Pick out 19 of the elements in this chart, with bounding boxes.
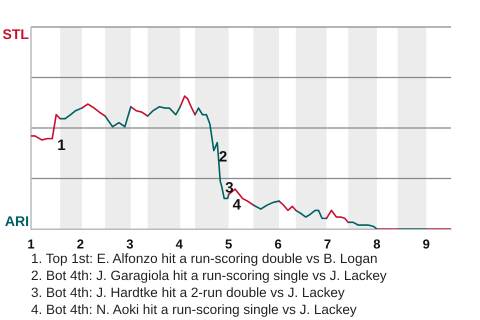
text: STL xyxy=(2,26,30,42)
x-tick-label: 2 xyxy=(76,236,84,252)
text: 1. Top 1st: E. Alfonzo hit a run-scoring double vs B. Logan xyxy=(31,250,378,267)
text: 2. Bot 4th: J. Garagiola hit a run-scoring single vs J. Lackey xyxy=(31,267,388,284)
x-tick-label: 4 xyxy=(176,236,184,252)
text: ARI xyxy=(4,213,29,229)
x-tick-label: 9 xyxy=(422,236,430,252)
x-tick-label: 8 xyxy=(373,236,380,252)
text: 4. Bot 4th: N. Aoki hit a run-scoring single vs J. Lackey xyxy=(31,301,358,318)
text: 3. Bot 4th: J. Hardtke hit a 2-run double vs J. Lackey xyxy=(31,284,346,301)
annotation: 4 xyxy=(232,196,242,214)
annotation: 1 xyxy=(57,136,66,154)
x-tick-label: 1 xyxy=(27,236,35,252)
annotation: 2 xyxy=(218,148,228,166)
x-tick-label: 5 xyxy=(225,236,232,252)
x-tick-label: 7 xyxy=(324,236,332,252)
x-tick-label: 3 xyxy=(126,236,134,252)
annotation: 3 xyxy=(225,179,234,196)
x-tick-label: 6 xyxy=(274,236,282,252)
